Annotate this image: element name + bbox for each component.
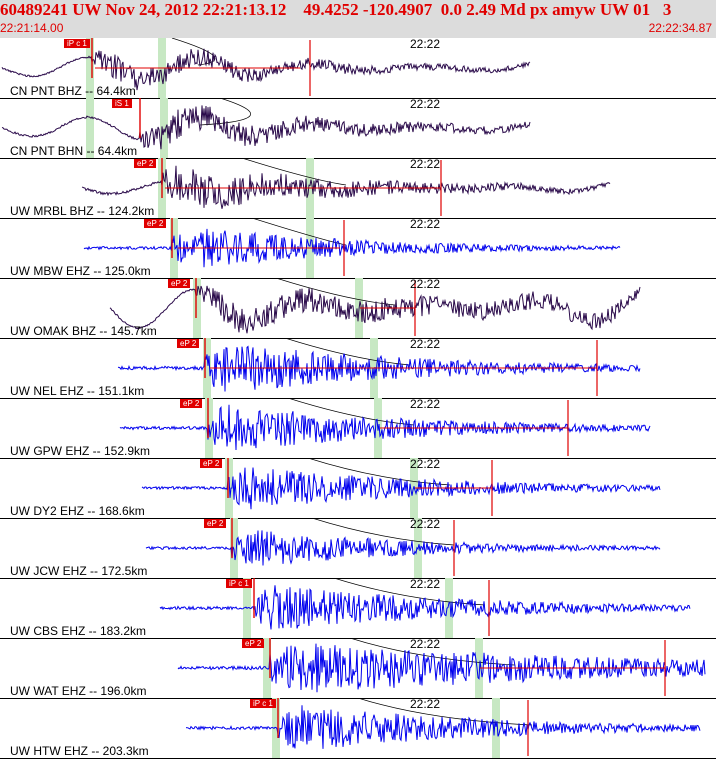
station-label: UW NEL EHZ -- 151.1km [10, 384, 145, 398]
trace-row[interactable]: eP 2 22:22 UW NEL EHZ -- 151.1km [0, 338, 716, 399]
phase-window [445, 578, 453, 638]
waveform [185, 705, 701, 749]
trace-row[interactable]: eP 2 22:22 UW JCW EHZ -- 172.5km [0, 518, 716, 579]
station-label: UW HTW EHZ -- 203.3km [10, 744, 149, 758]
travel-time-curve [199, 98, 251, 126]
minute-mark: 22:22 [410, 38, 441, 51]
station-label: UW MRBL BHZ -- 124.2km [10, 204, 155, 218]
event-title: 60489241 UW Nov 24, 2012 22:21:13.12 49.… [0, 0, 672, 19]
pick-label[interactable]: eP 2 [200, 459, 223, 468]
phase-window [193, 278, 201, 338]
travel-time-curve [241, 158, 347, 186]
trace-row[interactable]: iS 1 22:22 CN PNT BHN -- 64.4km [0, 98, 716, 159]
pick-label[interactable]: eP 2 [168, 279, 191, 288]
trace-row[interactable]: eP 2 22:22 UW WAT EHZ -- 196.0km [0, 638, 716, 699]
phase-window [203, 338, 211, 398]
minute-mark: 22:22 [410, 578, 441, 591]
phase-window [160, 98, 168, 158]
seismogram-trace [109, 278, 641, 338]
minute-mark: 22:22 [410, 698, 441, 711]
seismogram-trace [141, 458, 661, 518]
seismogram-trace [83, 218, 621, 278]
pick-label[interactable]: iS 1 [112, 99, 132, 108]
minute-mark: 22:22 [410, 638, 441, 651]
waveform [1, 105, 531, 150]
station-label: CN PNT BHN -- 64.4km [10, 144, 138, 158]
waveform [81, 165, 611, 209]
station-label: UW DY2 EHZ -- 168.6km [10, 504, 145, 518]
waveform [83, 228, 621, 268]
waveform [1, 48, 531, 91]
end-time: 22:22:34.87 [648, 21, 712, 35]
trace-row[interactable]: eP 2 22:22 UW OMAK BHZ -- 145.7km [0, 278, 716, 339]
travel-time-curve [357, 698, 533, 726]
phase-window [225, 458, 233, 518]
seismogram-trace [145, 518, 661, 578]
trace-row[interactable]: eP 2 22:22 UW GPW EHZ -- 152.9km [0, 398, 716, 459]
station-label: UW GPW EHZ -- 152.9km [10, 444, 151, 458]
minute-mark: 22:22 [410, 278, 441, 291]
waveform [159, 585, 691, 630]
travel-time-curve [333, 578, 486, 606]
station-label: UW MBW EHZ -- 125.0km [10, 264, 151, 278]
trace-row[interactable]: eP 2 22:22 UW DY2 EHZ -- 168.6km [0, 458, 716, 519]
travel-time-curve [251, 218, 347, 246]
seismogram-trace [81, 158, 611, 218]
station-label: UW OMAK BHZ -- 145.7km [10, 324, 157, 338]
seismogram-trace [119, 398, 651, 458]
station-label: CN PNT BHZ -- 64.4km [10, 84, 136, 98]
travel-time-curve [275, 278, 396, 306]
minute-mark: 22:22 [410, 218, 441, 231]
pick-label[interactable]: eP 2 [242, 639, 265, 648]
pick-label[interactable]: eP 2 [144, 219, 167, 228]
travel-time-curve [284, 338, 411, 366]
event-header: 60489241 UW Nov 24, 2012 22:21:13.12 49.… [0, 0, 716, 38]
trace-row[interactable]: iP c 1 22:22 CN PNT BHZ -- 64.4km [0, 38, 716, 99]
waveform [119, 404, 651, 451]
pick-label[interactable]: iP c 1 [250, 699, 276, 708]
pick-label[interactable]: eP 2 [180, 399, 203, 408]
trace-row[interactable]: iP c 1 22:22 UW HTW EHZ -- 203.3km [0, 698, 716, 759]
pick-label[interactable]: eP 2 [204, 519, 227, 528]
phase-window [475, 638, 483, 698]
seismogram-trace [185, 698, 701, 758]
pick-label[interactable]: eP 2 [177, 339, 200, 348]
minute-mark: 22:22 [410, 458, 441, 471]
phase-window [170, 218, 178, 278]
minute-mark: 22:22 [410, 338, 441, 351]
trace-row[interactable]: iP c 1 22:22 UW CBS EHZ -- 183.2km [0, 578, 716, 639]
pick-label[interactable]: iP c 1 [64, 39, 90, 48]
seismogram-trace [1, 38, 531, 98]
minute-mark: 22:22 [410, 98, 441, 111]
seismogram-trace [159, 578, 691, 638]
seismogram-trace [117, 338, 641, 398]
phase-window [492, 698, 500, 758]
seismogram-panel: iP c 1 22:22 CN PNT BHZ -- 64.4km iS 1 22:22… [0, 38, 716, 759]
minute-mark: 22:22 [410, 518, 441, 531]
travel-time-curve [311, 518, 455, 546]
station-label: UW WAT EHZ -- 196.0km [10, 684, 147, 698]
waveform [145, 530, 661, 566]
waveform [109, 285, 641, 334]
minute-mark: 22:22 [410, 158, 441, 171]
waveform [141, 467, 661, 510]
waveform [177, 643, 706, 693]
start-time: 22:21:14.00 [0, 21, 64, 35]
pick-label[interactable]: iP c 1 [226, 579, 252, 588]
seismogram-trace [177, 638, 706, 698]
waveform [117, 345, 641, 392]
station-label: UW CBS EHZ -- 183.2km [10, 624, 147, 638]
trace-row[interactable]: eP 2 22:22 UW MRBL BHZ -- 124.2km [0, 158, 716, 219]
phase-window [86, 38, 94, 98]
minute-mark: 22:22 [410, 398, 441, 411]
station-label: UW JCW EHZ -- 172.5km [10, 564, 148, 578]
phase-window [86, 98, 94, 158]
pick-label[interactable]: eP 2 [134, 159, 157, 168]
seismogram-trace [1, 98, 531, 158]
trace-row[interactable]: eP 2 22:22 UW MBW EHZ -- 125.0km [0, 218, 716, 279]
travel-time-curve [287, 398, 415, 426]
